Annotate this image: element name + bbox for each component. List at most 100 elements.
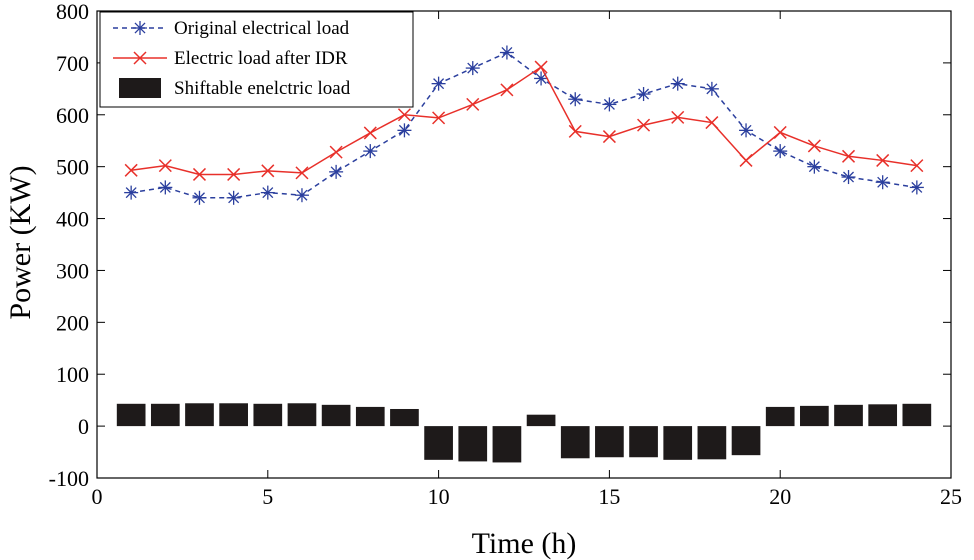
idr-load-point	[124, 163, 138, 177]
original-load-point	[294, 188, 309, 203]
x-axis-title: Time (h)	[472, 527, 577, 560]
legend-items: Original electrical load Electric load af…	[113, 18, 351, 99]
idr-load-point	[397, 108, 411, 122]
idr-load-point	[192, 167, 207, 181]
legend-label: Electric load after IDR	[174, 48, 348, 69]
legend-marker	[133, 51, 147, 65]
bar	[800, 405, 829, 427]
bar	[902, 403, 932, 427]
bars-layer	[116, 403, 932, 463]
original-load-point	[773, 144, 788, 159]
bar	[355, 406, 385, 427]
original-load-point	[704, 81, 719, 96]
original-load-line	[131, 51, 917, 199]
idr-load-point	[671, 110, 685, 124]
x-tick-label: 10	[428, 484, 450, 509]
original-load-point	[841, 170, 856, 185]
bar	[458, 426, 488, 462]
idr-load-point	[876, 153, 890, 167]
bar	[697, 426, 727, 460]
idr-load-point	[261, 164, 275, 178]
bar	[424, 426, 453, 460]
y-axis-title: Power (KW)	[4, 165, 37, 319]
y-tick-label: 600	[56, 103, 89, 128]
original-load-point	[807, 159, 822, 174]
x-tick-label: 25	[940, 484, 962, 509]
idr-load-point	[295, 166, 309, 180]
bar	[663, 426, 693, 460]
bar	[219, 403, 248, 427]
bar	[629, 426, 658, 458]
bar	[185, 403, 214, 427]
original-load-point	[499, 45, 514, 60]
idr-load-point	[739, 153, 753, 167]
y-tick-label: -100	[49, 466, 89, 491]
legend-label: Shiftable enelctric load	[174, 78, 351, 99]
idr-load-point	[807, 139, 821, 153]
idr-load-point	[466, 97, 480, 111]
bar	[560, 426, 590, 459]
original-load-point	[431, 76, 446, 91]
bar	[390, 408, 419, 427]
lines-layer	[124, 45, 924, 205]
idr-load-point	[158, 159, 172, 173]
original-load-point	[909, 180, 924, 195]
idr-load-point	[773, 125, 787, 139]
original-load-point	[226, 190, 241, 205]
legend-bar-swatch	[119, 78, 161, 98]
idr-load-point	[637, 118, 651, 132]
bar	[834, 404, 863, 427]
idr-load-line	[131, 65, 917, 176]
legend: Original electrical load Electric load af…	[99, 11, 414, 108]
original-load-point	[465, 61, 480, 76]
idr-load-point	[363, 126, 377, 140]
original-load-point	[602, 97, 617, 112]
bar	[526, 414, 556, 427]
idr-load-point	[602, 130, 616, 144]
x-tick-label: 5	[262, 484, 273, 509]
y-tick-label: 400	[56, 207, 89, 232]
idr-load-point	[534, 60, 548, 74]
idr-load-point	[910, 159, 924, 173]
legend-label: Original electrical load	[174, 18, 350, 39]
original-load-point	[158, 180, 173, 195]
bar	[492, 426, 522, 463]
y-tick-label: 500	[56, 155, 89, 180]
original-load-point	[568, 92, 583, 107]
idr-load-point	[227, 167, 241, 181]
original-load-point	[260, 185, 275, 200]
original-load-point	[636, 87, 651, 102]
idr-load-point	[329, 145, 343, 159]
original-load-point	[363, 144, 378, 159]
y-tick-label: 0	[78, 414, 89, 439]
bar	[150, 403, 180, 427]
original-load-point	[329, 164, 344, 179]
x-tick-label: 15	[598, 484, 620, 509]
original-load-point	[875, 175, 890, 190]
y-tick-label: 200	[56, 310, 89, 335]
legend-marker	[133, 21, 147, 35]
idr-load-point	[432, 111, 446, 125]
bar	[321, 404, 351, 427]
bar	[868, 404, 898, 427]
bar	[287, 403, 317, 427]
original-load-point	[124, 185, 139, 200]
y-tick-label: 300	[56, 258, 89, 283]
original-load-point	[670, 76, 685, 91]
idr-load-point	[841, 149, 856, 163]
original-load-point	[739, 123, 754, 138]
y-tick-label: 700	[56, 51, 89, 76]
y-tick-label: 800	[56, 0, 89, 24]
idr-load-point	[500, 83, 514, 97]
original-load-point	[534, 71, 549, 86]
bar	[595, 426, 624, 458]
idr-load-point	[568, 124, 582, 138]
idr-load-point	[705, 116, 719, 130]
bar	[731, 426, 761, 456]
x-tick-label: 0	[92, 484, 103, 509]
original-load-point	[397, 123, 412, 138]
bar	[116, 403, 146, 427]
x-tick-label: 20	[769, 484, 791, 509]
